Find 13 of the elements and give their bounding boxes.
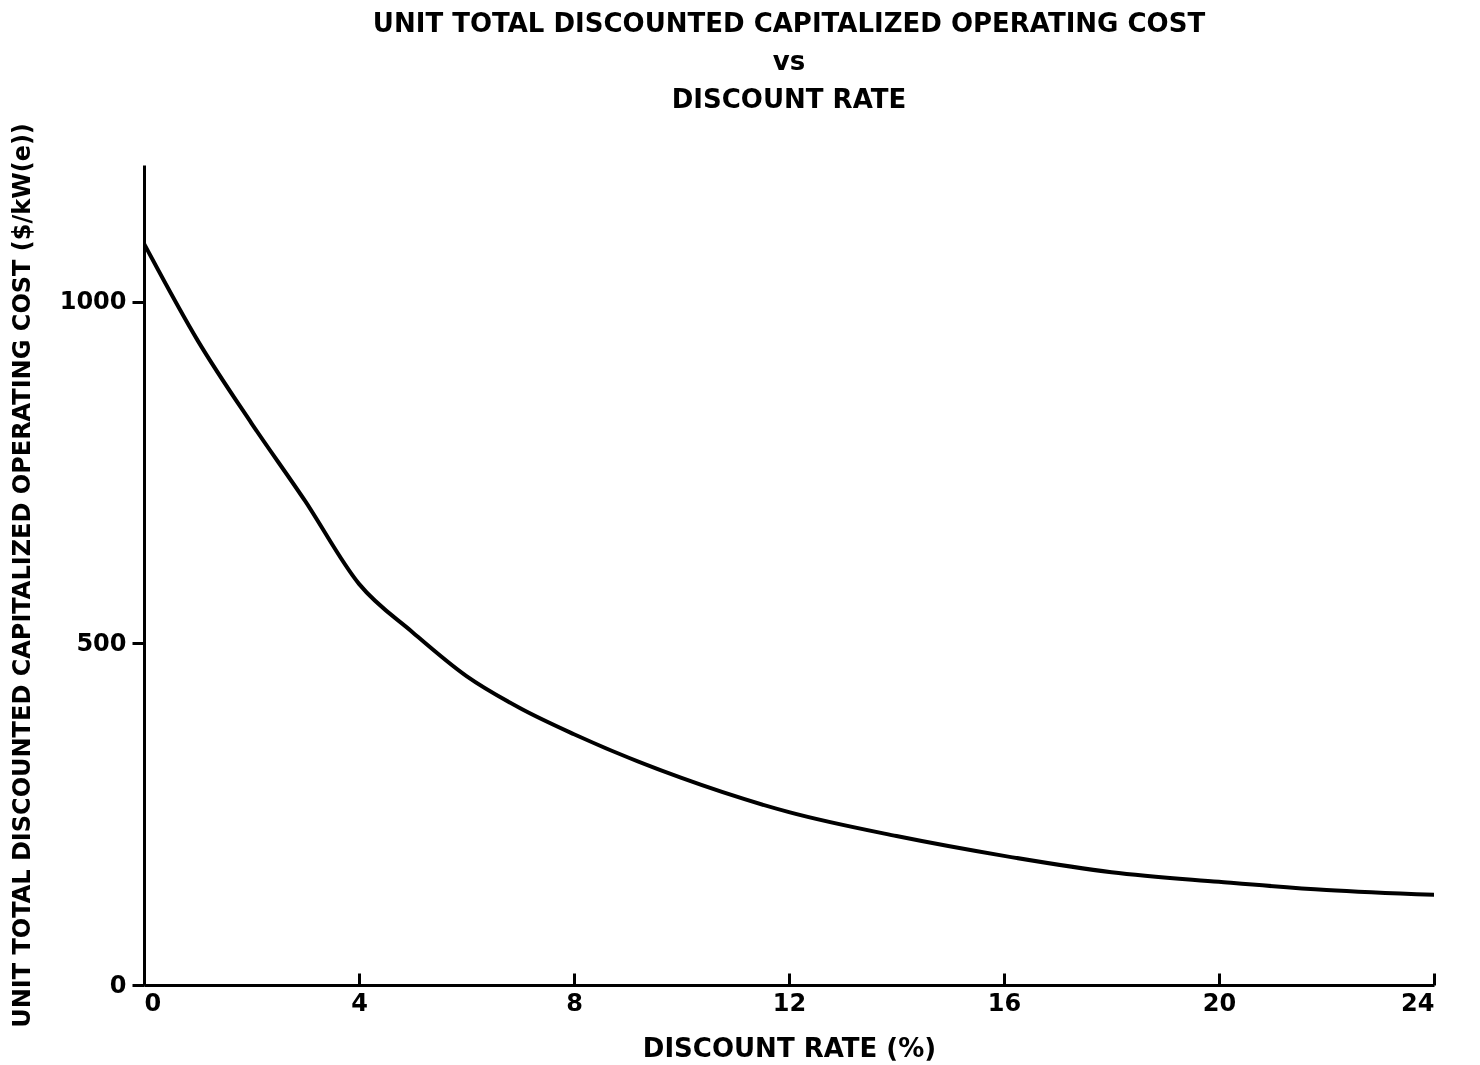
x-tick-label: 0 (144, 988, 162, 1017)
y-axis-title: UNIT TOTAL DISCOUNTED CAPITALIZED OPERATING COST ($/kW(e)) (7, 123, 36, 1028)
chart-title: UNIT TOTAL DISCOUNTED CAPITALIZED OPERATING COST vs DISCOUNT RATE (372, 7, 1206, 114)
y-tick-label: 1000 (59, 287, 127, 316)
x-tick-label: 4 (351, 988, 368, 1017)
x-tick-label: 12 (772, 988, 807, 1017)
x-axis-title: DISCOUNT RATE (%) (642, 1032, 937, 1063)
y-tick-label: 0 (109, 970, 127, 999)
x-tick-label: 16 (987, 988, 1022, 1017)
x-tick-label: 24 (1401, 988, 1435, 1017)
x-tick-label: 8 (566, 988, 583, 1017)
x-tick-label: 20 (1202, 988, 1237, 1017)
y-tick-label: 500 (76, 628, 127, 657)
